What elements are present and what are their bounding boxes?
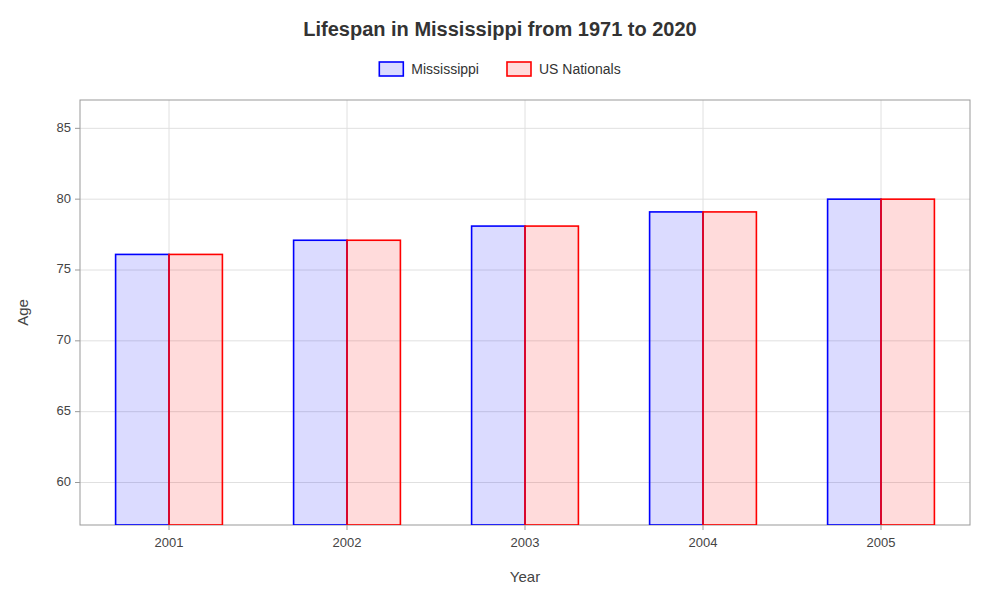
bar — [881, 199, 934, 525]
chart-svg: 60 65 70 75 80 85 2001 2002 2003 2004 2005 Year Age L… — [0, 0, 1000, 600]
y-tick — [75, 482, 80, 483]
chart-title: Lifespan in Mississippi from 1971 to 202… — [303, 18, 696, 40]
y-tick — [75, 340, 80, 341]
y-tick — [75, 411, 80, 412]
bar — [294, 240, 347, 525]
legend-item: Mississippi — [379, 61, 479, 77]
y-tick-label: 80 — [57, 191, 71, 206]
legend-label: US Nationals — [539, 61, 621, 77]
legend-label: Mississippi — [411, 61, 479, 77]
x-tick — [525, 525, 526, 530]
y-tick-label: 75 — [57, 261, 71, 276]
y-tick — [75, 270, 80, 271]
bar — [472, 226, 525, 525]
y-axis: 60 65 70 75 80 85 — [57, 120, 80, 489]
x-tick-label: 2003 — [511, 535, 540, 550]
x-tick — [881, 525, 882, 530]
bar — [525, 226, 578, 525]
bar — [828, 199, 881, 525]
bars — [116, 199, 935, 525]
y-tick-label: 65 — [57, 403, 71, 418]
y-tick-label: 85 — [57, 120, 71, 135]
x-tick-label: 2004 — [689, 535, 718, 550]
chart-container: 60 65 70 75 80 85 2001 2002 2003 2004 2005 Year Age L… — [0, 0, 1000, 600]
y-tick-label: 60 — [57, 474, 71, 489]
legend-swatch — [507, 62, 531, 76]
x-tick — [169, 525, 170, 530]
bar — [703, 212, 756, 525]
x-tick-label: 2002 — [333, 535, 362, 550]
y-tick — [75, 128, 80, 129]
legend-item: US Nationals — [507, 61, 621, 77]
bar — [116, 254, 169, 525]
x-tick-label: 2001 — [155, 535, 184, 550]
y-tick-label: 70 — [57, 332, 71, 347]
plot-frame — [80, 100, 970, 525]
x-tick — [347, 525, 348, 530]
y-axis-label: Age — [14, 299, 31, 326]
grid — [80, 100, 970, 525]
legend: Mississippi US Nationals — [379, 61, 620, 77]
bar — [650, 212, 703, 525]
bar — [169, 254, 222, 525]
y-tick — [75, 199, 80, 200]
x-tick-label: 2005 — [867, 535, 896, 550]
x-axis-label: Year — [510, 568, 540, 585]
x-axis: 2001 2002 2003 2004 2005 — [155, 525, 896, 550]
legend-swatch — [379, 62, 403, 76]
bar — [347, 240, 400, 525]
x-tick — [703, 525, 704, 530]
